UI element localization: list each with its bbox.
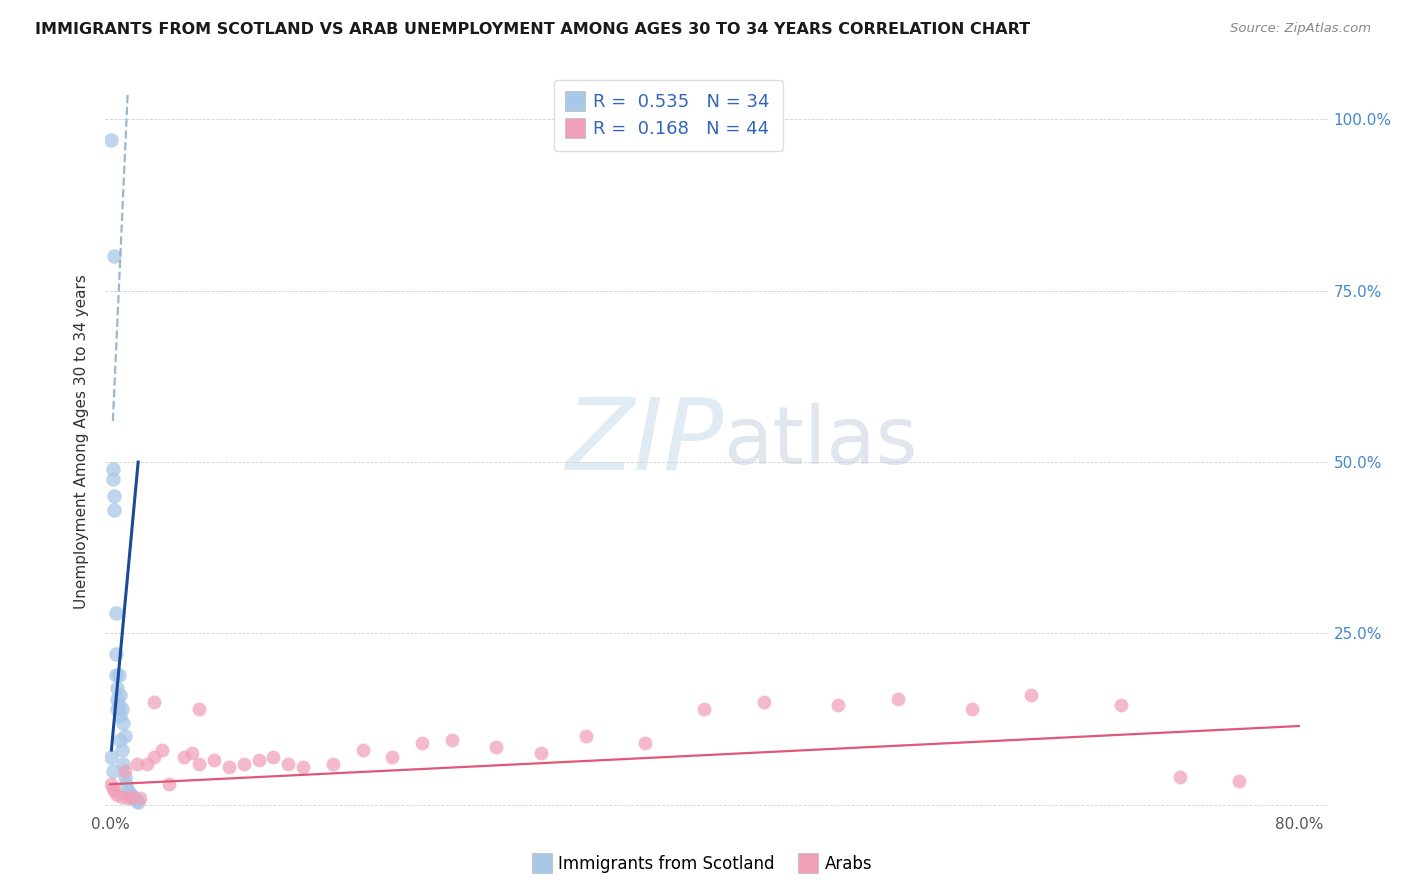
Point <box>115 777 138 791</box>
Point <box>108 698 131 713</box>
Point <box>104 667 127 681</box>
Point <box>136 756 159 771</box>
Y-axis label: Unemployment Among Ages 30 to 34 years: Unemployment Among Ages 30 to 34 years <box>75 274 90 609</box>
Point <box>1168 771 1191 785</box>
Point <box>127 795 149 809</box>
Legend: Immigrants from Scotland, Arabs: Immigrants from Scotland, Arabs <box>527 848 879 880</box>
Point <box>121 789 143 804</box>
Point <box>173 750 195 764</box>
Point <box>124 792 146 806</box>
Point <box>105 788 128 802</box>
Text: Source: ZipAtlas.com: Source: ZipAtlas.com <box>1230 22 1371 36</box>
Point <box>485 739 508 754</box>
Point <box>292 760 315 774</box>
Point <box>101 764 124 778</box>
Point <box>103 250 125 264</box>
Point <box>381 750 404 764</box>
Point <box>188 702 211 716</box>
Point <box>180 747 202 761</box>
Point <box>103 503 125 517</box>
Point <box>110 732 132 747</box>
Point <box>247 753 270 767</box>
Point <box>117 791 139 805</box>
Point <box>105 691 128 706</box>
Point <box>101 472 124 486</box>
Point <box>103 784 125 798</box>
Point <box>112 715 135 730</box>
Point <box>121 789 143 803</box>
Point <box>440 732 463 747</box>
Point <box>188 756 211 771</box>
Point <box>530 747 553 761</box>
Point <box>105 702 128 716</box>
Point <box>1109 698 1132 713</box>
Point <box>157 777 180 791</box>
Point <box>111 743 134 757</box>
Point <box>752 695 775 709</box>
Point <box>100 777 122 791</box>
Point <box>105 681 128 696</box>
Point <box>262 750 284 764</box>
Point <box>1229 773 1251 788</box>
Point <box>103 489 125 503</box>
Point <box>886 691 908 706</box>
Point <box>143 750 166 764</box>
Point <box>693 702 716 716</box>
Point <box>104 647 127 661</box>
Point <box>143 695 166 709</box>
Text: atlas: atlas <box>723 402 918 481</box>
Text: IMMIGRANTS FROM SCOTLAND VS ARAB UNEMPLOYMENT AMONG AGES 30 TO 34 YEARS CORRELAT: IMMIGRANTS FROM SCOTLAND VS ARAB UNEMPLO… <box>35 22 1031 37</box>
Point <box>122 791 145 805</box>
Point <box>118 785 141 799</box>
Point <box>277 756 299 771</box>
Point <box>574 729 596 743</box>
Point <box>108 667 131 681</box>
Point <box>352 743 374 757</box>
Point <box>114 771 136 785</box>
Legend: R =  0.535   N = 34, R =  0.168   N = 44: R = 0.535 N = 34, R = 0.168 N = 44 <box>554 80 783 151</box>
Point <box>101 462 124 476</box>
Point <box>411 736 433 750</box>
Point <box>114 764 136 778</box>
Point <box>111 702 134 716</box>
Point <box>218 760 240 774</box>
Point <box>202 753 225 767</box>
Point <box>114 729 136 743</box>
Point <box>1021 688 1043 702</box>
Point <box>110 708 132 723</box>
Point <box>322 756 344 771</box>
Point <box>150 743 173 757</box>
Point <box>120 788 142 802</box>
Point <box>112 756 135 771</box>
Point <box>100 133 122 147</box>
Point <box>827 698 849 713</box>
Point <box>125 756 148 771</box>
Text: ZIP: ZIP <box>565 393 723 490</box>
Point <box>232 756 254 771</box>
Point <box>128 791 150 805</box>
Point <box>960 702 983 716</box>
Point <box>634 736 657 750</box>
Point <box>100 750 122 764</box>
Point <box>117 784 139 798</box>
Point <box>110 688 132 702</box>
Point <box>104 606 127 620</box>
Point <box>125 794 148 808</box>
Point <box>111 789 134 804</box>
Point <box>101 780 124 795</box>
